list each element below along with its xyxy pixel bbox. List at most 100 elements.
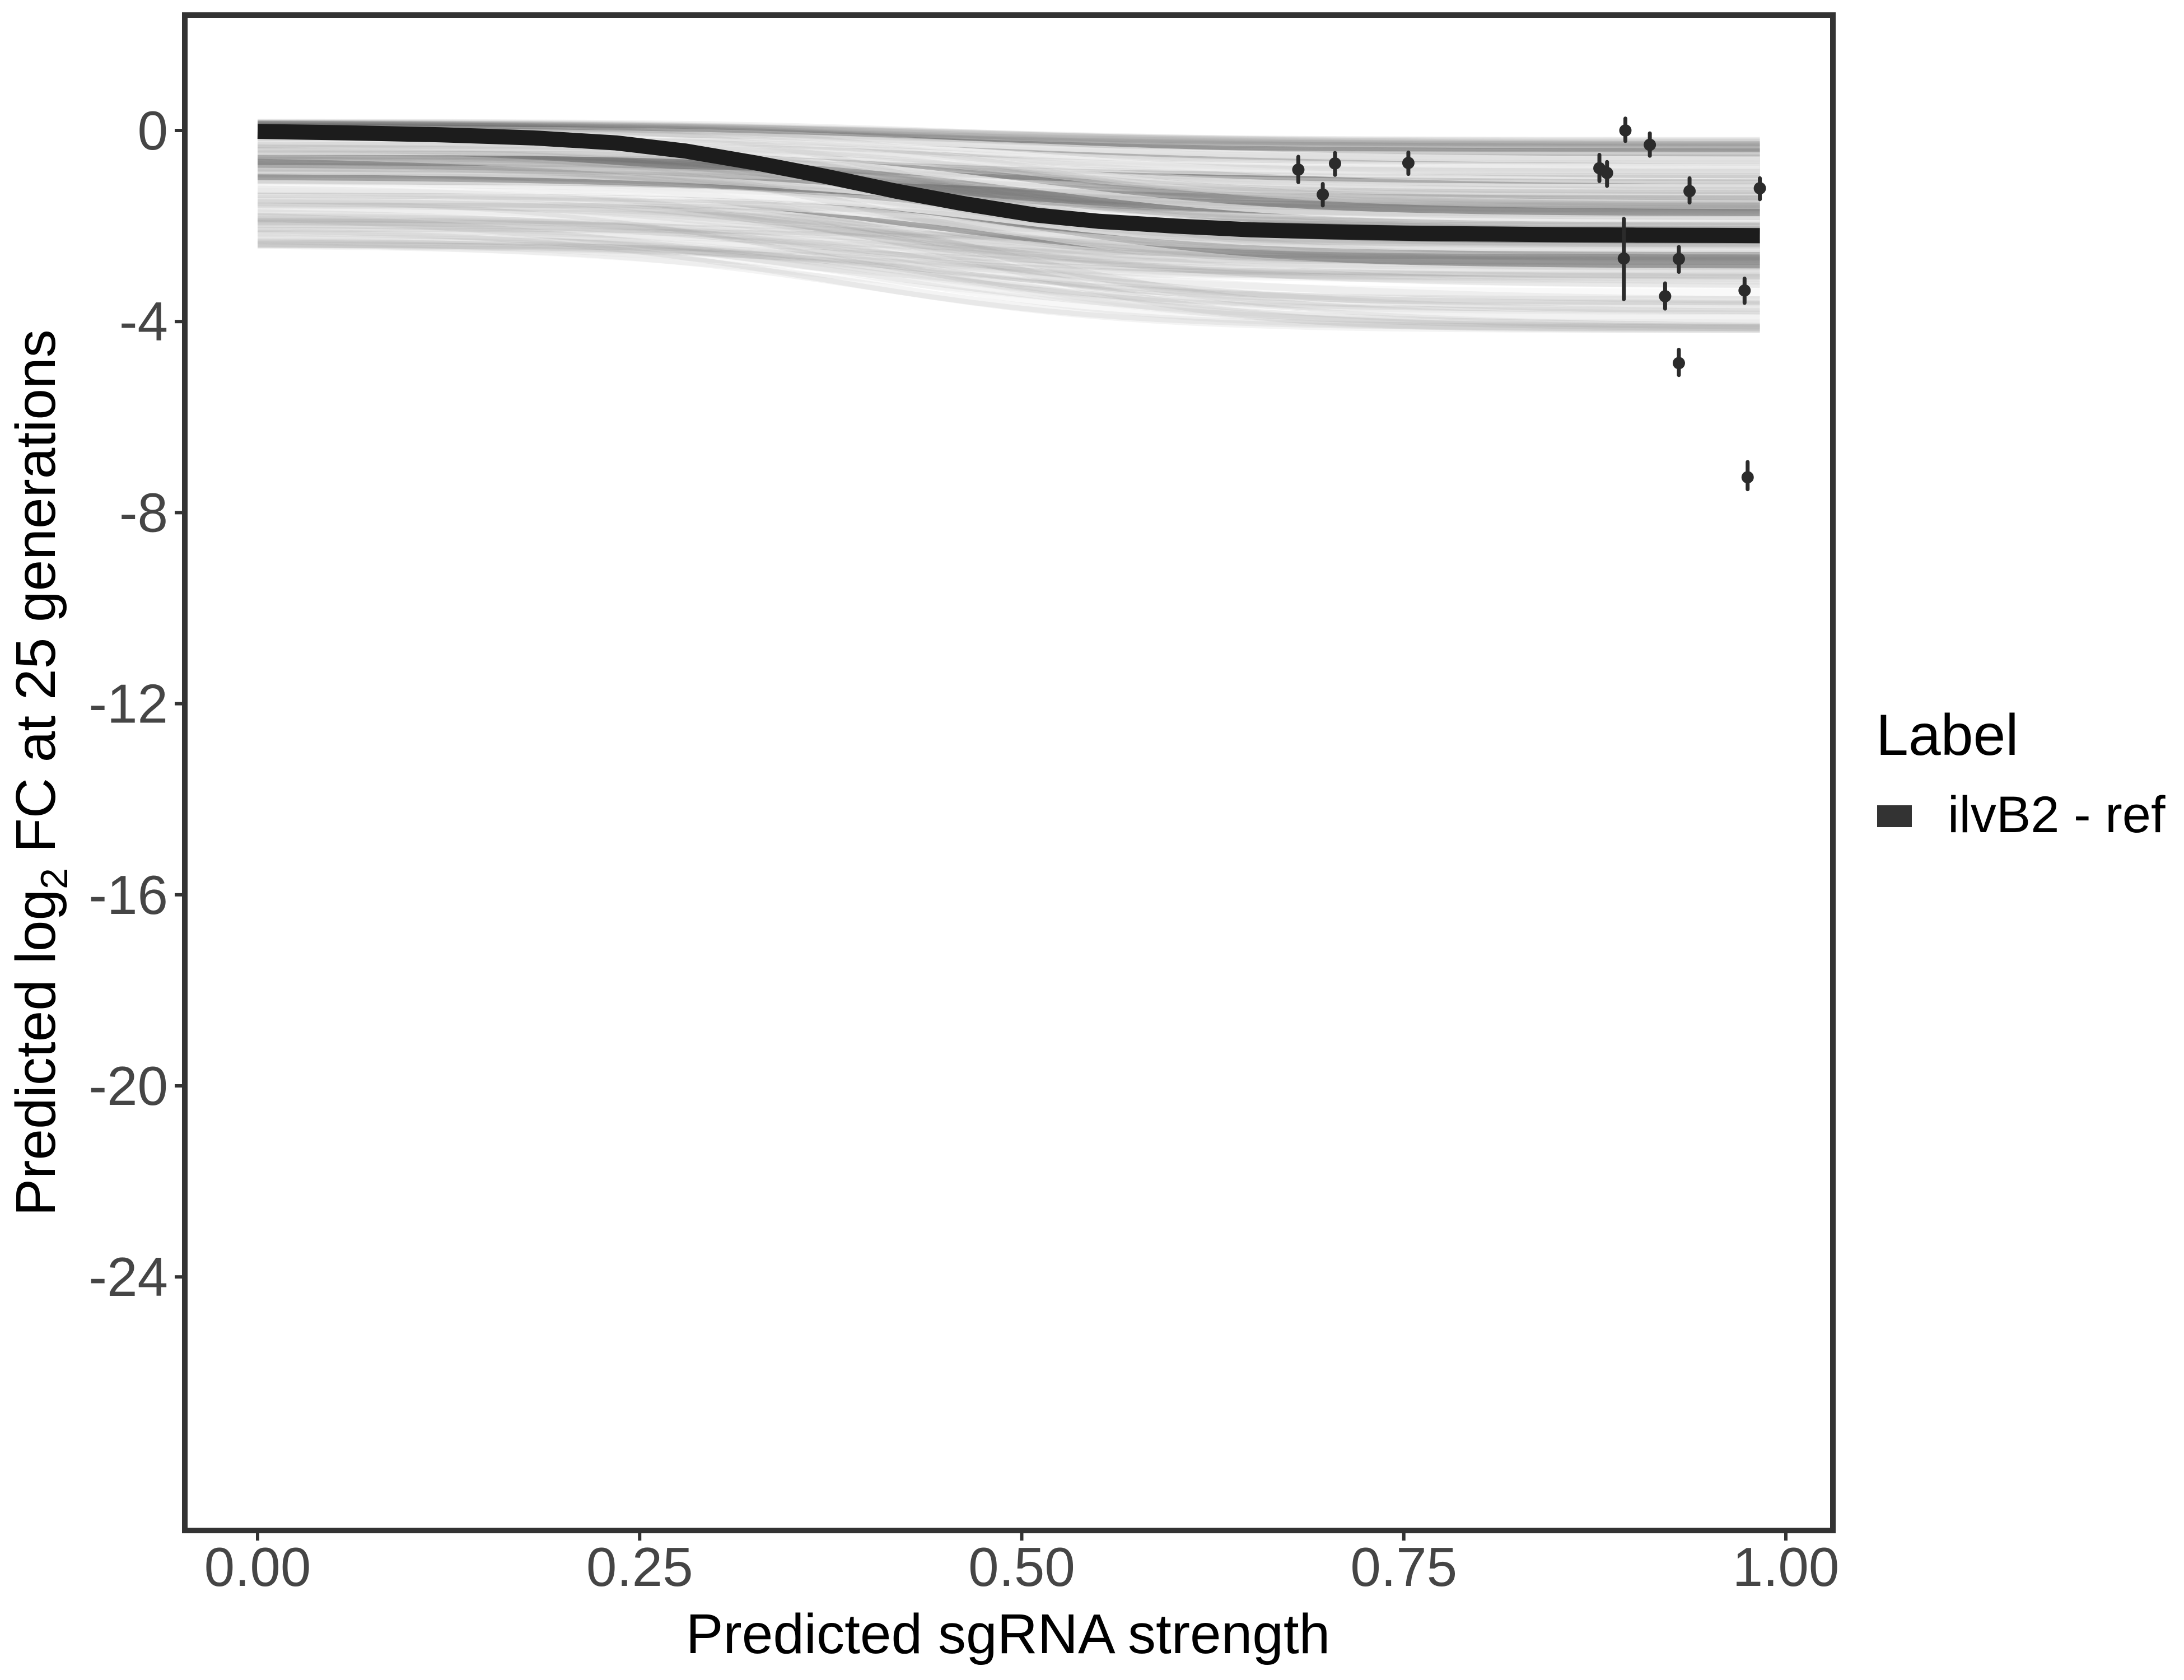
posterior-draw-line	[257, 148, 1760, 200]
posterior-draw-line	[257, 119, 1760, 148]
legend-key-swatch	[1877, 805, 1912, 827]
panel-border	[182, 12, 1836, 1533]
y-axis: 0 -4 -8 -12 -16 -20 -24	[88, 100, 182, 1308]
posterior-draw-line	[258, 122, 1760, 151]
posterior-draw-line	[257, 162, 1760, 212]
posterior-draw-line	[257, 120, 1760, 164]
posterior-draw-line	[257, 242, 1760, 279]
posterior-draw-line	[257, 228, 1760, 332]
fit-curve	[257, 124, 1760, 244]
posterior-draw-line	[257, 221, 1760, 315]
data-point	[1617, 252, 1630, 265]
x-tick-label: 0.00	[204, 1536, 311, 1598]
data-point	[1619, 124, 1632, 137]
posterior-draw-line	[257, 123, 1760, 152]
data-point-group	[1672, 348, 1685, 377]
posterior-draw-line	[257, 144, 1760, 230]
posterior-draw-line	[257, 199, 1760, 260]
x-tick-label: 0.50	[968, 1536, 1075, 1598]
posterior-draw-line	[257, 199, 1760, 334]
y-tick-label: 0	[137, 100, 168, 161]
posterior-draw-line	[257, 212, 1760, 332]
posterior-draw-line	[257, 121, 1760, 150]
posterior-draw-line	[257, 197, 1760, 259]
posterior-draw-line	[257, 231, 1760, 306]
posterior-draw-line	[257, 121, 1760, 249]
data-point-group	[1683, 176, 1696, 205]
data-point-group	[1600, 160, 1613, 188]
data-point-group	[1617, 217, 1630, 301]
y-tick-label: -20	[88, 1055, 168, 1117]
legend-item-label: ilvB2 - ref	[1948, 786, 2166, 843]
data-point-group	[1292, 155, 1305, 184]
posterior-draw-line	[257, 240, 1760, 304]
data-point	[1738, 284, 1751, 297]
data-point-group	[1659, 281, 1672, 311]
posterior-draw-line	[258, 142, 1760, 177]
posterior-draw-line	[257, 215, 1760, 326]
posterior-draw-line	[257, 239, 1760, 284]
posterior-draw-streak	[257, 184, 1760, 252]
posterior-draw-line	[257, 169, 1760, 204]
posterior-draw-line	[257, 218, 1760, 265]
posterior-draw-line	[257, 221, 1760, 281]
data-point-group	[1402, 150, 1415, 176]
data-point-group	[1619, 116, 1632, 143]
posterior-draw-line	[257, 242, 1760, 329]
data-point	[1600, 166, 1613, 179]
posterior-draw-line	[257, 234, 1760, 299]
x-tick-label: 0.25	[586, 1536, 693, 1598]
posterior-draw-line	[257, 240, 1760, 333]
posterior-draw-streak	[258, 141, 1760, 175]
posterior-draw-line	[257, 217, 1760, 255]
posterior-draw-streak	[257, 193, 1760, 278]
posterior-draw-line	[257, 185, 1760, 277]
posterior-draw-line	[257, 121, 1760, 214]
y-tick-label: -8	[119, 482, 168, 543]
posterior-draw-line	[257, 199, 1760, 312]
data-point	[1672, 253, 1685, 265]
posterior-draw-line	[257, 239, 1760, 326]
data-point	[1741, 471, 1754, 484]
posterior-draw-line	[257, 165, 1760, 288]
posterior-draw-line	[257, 209, 1760, 315]
posterior-draw-line	[257, 120, 1760, 150]
posterior-draw-line	[257, 244, 1760, 315]
data-point	[1683, 185, 1696, 198]
data-point	[1317, 188, 1329, 201]
data-point-group	[1741, 460, 1754, 492]
posterior-draw-line	[257, 213, 1760, 309]
data-point-group	[1753, 176, 1766, 202]
x-axis-title: Predicted sgRNA strength	[686, 1603, 1331, 1665]
posterior-draw-line	[257, 119, 1760, 147]
x-tick-label: 1.00	[1733, 1536, 1840, 1598]
posterior-draw-line	[257, 229, 1760, 309]
data-point-group	[1738, 276, 1751, 305]
posterior-draw-line	[257, 174, 1760, 268]
posterior-draw-streak	[257, 148, 1760, 223]
x-axis: 0.00 0.25 0.50 0.75 1.00	[204, 1533, 1840, 1598]
y-tick-label: -4	[119, 291, 168, 352]
y-axis-title: Predicted log2 FC at 25 generations	[4, 329, 76, 1216]
x-tick-label: 0.75	[1350, 1536, 1457, 1598]
data-points	[1292, 116, 1766, 492]
posterior-draw-line	[257, 157, 1760, 265]
data-point-group	[1672, 245, 1685, 274]
data-point-group	[1317, 182, 1329, 208]
data-point	[1672, 357, 1685, 370]
data-point	[1292, 163, 1305, 176]
y-tick-label: -24	[88, 1246, 168, 1308]
posterior-draw-line	[257, 230, 1760, 332]
data-point	[1402, 157, 1415, 170]
legend-title: Label	[1876, 703, 2018, 768]
posterior-draw-line	[257, 236, 1760, 308]
legend: Label ilvB2 - ref	[1876, 703, 2166, 843]
posterior-draw-line	[257, 120, 1760, 147]
posterior-draw-line	[257, 216, 1760, 248]
posterior-draw-line	[258, 123, 1760, 156]
posterior-draw-line	[257, 237, 1760, 270]
posterior-draw-line	[257, 119, 1760, 146]
posterior-draw-line	[257, 221, 1760, 271]
data-point	[1659, 290, 1672, 302]
